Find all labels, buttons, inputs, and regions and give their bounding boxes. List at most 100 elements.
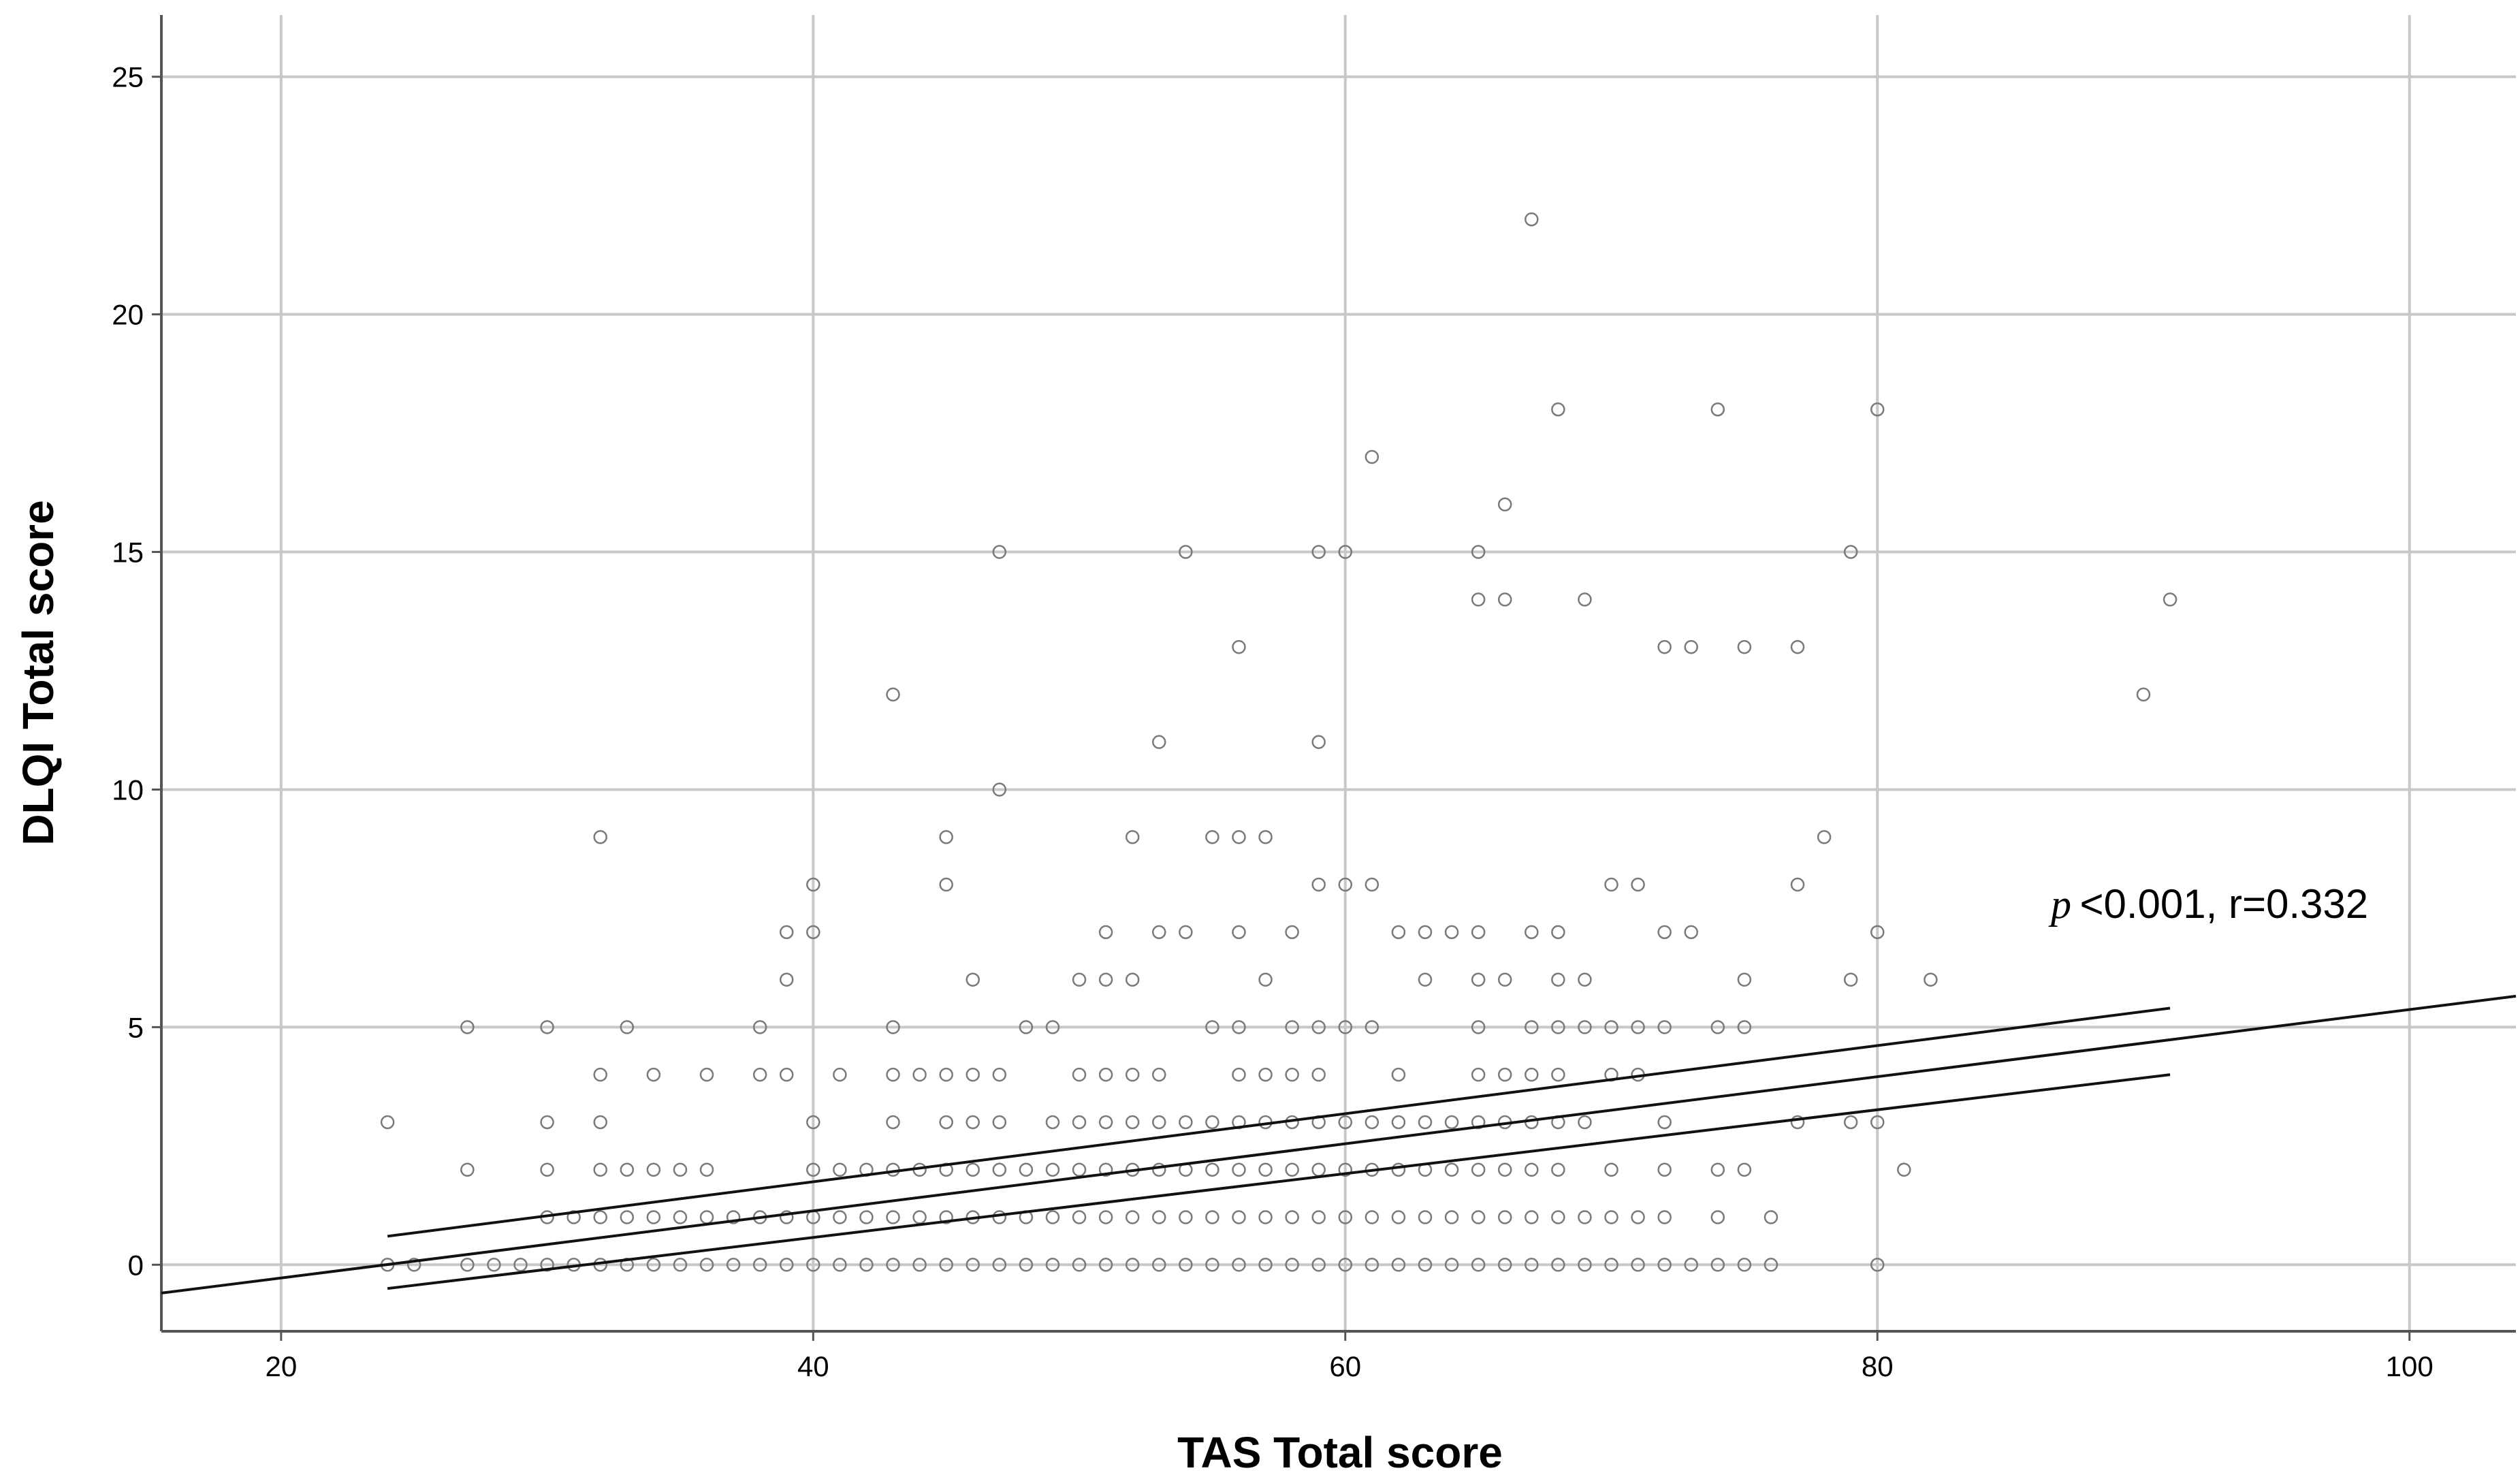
data-point	[1471, 1020, 1486, 1034]
data-point	[1205, 830, 1219, 844]
data-point	[540, 1115, 554, 1130]
data-point	[1471, 592, 1486, 607]
data-point	[1870, 402, 1885, 417]
y-tick-label: 10	[112, 774, 144, 806]
data-point	[1072, 1067, 1087, 1082]
data-point	[1338, 1210, 1353, 1224]
data-point	[1179, 1210, 1193, 1224]
data-point	[1311, 1067, 1326, 1082]
data-point	[699, 1162, 714, 1177]
data-point	[646, 1258, 661, 1272]
data-point	[1657, 925, 1672, 940]
data-point	[1525, 1067, 1539, 1082]
data-point	[1072, 972, 1087, 987]
stat-annotation-text: <0.001, r=0.332	[2079, 881, 2368, 927]
data-point	[1098, 972, 1113, 987]
data-point	[752, 1020, 767, 1034]
data-point	[1418, 1115, 1433, 1130]
data-point	[1232, 639, 1246, 654]
data-point	[1152, 1258, 1166, 1272]
data-point	[646, 1162, 661, 1177]
data-point	[1418, 1258, 1433, 1272]
data-point	[1179, 545, 1193, 559]
data-point	[1764, 1258, 1779, 1272]
data-point	[1578, 1210, 1592, 1224]
fit-line	[161, 994, 2517, 1295]
data-point	[699, 1210, 714, 1224]
data-point	[673, 1162, 688, 1177]
data-point	[1525, 212, 1539, 227]
data-point	[1737, 1020, 1752, 1034]
y-tick-label: 5	[128, 1011, 144, 1043]
data-point	[992, 1258, 1007, 1272]
data-point	[1338, 877, 1353, 892]
data-point	[380, 1115, 395, 1130]
data-point	[1391, 1115, 1406, 1130]
data-point	[1152, 735, 1166, 749]
data-point	[886, 1115, 900, 1130]
data-point	[1205, 1258, 1219, 1272]
data-point	[1152, 1067, 1166, 1082]
data-point	[593, 1067, 607, 1082]
data-point	[1205, 1162, 1219, 1177]
data-point	[1098, 1162, 1113, 1177]
data-point	[1471, 1258, 1486, 1272]
data-point	[912, 1210, 927, 1224]
data-point	[1098, 1210, 1113, 1224]
data-point	[1710, 1258, 1725, 1272]
data-point	[1365, 1210, 1379, 1224]
data-point	[1285, 1067, 1299, 1082]
data-point	[966, 1115, 980, 1130]
data-point	[1285, 1020, 1299, 1034]
data-point	[1232, 1162, 1246, 1177]
data-point	[1843, 545, 1858, 559]
data-point	[1418, 972, 1433, 987]
x-tick-label: 40	[797, 1350, 829, 1382]
data-point	[1232, 830, 1246, 844]
data-point	[2163, 592, 2178, 607]
data-point	[620, 1210, 635, 1224]
data-point	[1497, 1210, 1512, 1224]
data-point	[1045, 1210, 1060, 1224]
data-point	[1870, 1258, 1885, 1272]
x-axis-title: TAS Total score	[1177, 1428, 1503, 1477]
data-point	[1843, 972, 1858, 987]
data-point	[726, 1258, 741, 1272]
data-point	[886, 1020, 900, 1034]
data-point	[1098, 925, 1113, 940]
data-point	[1790, 1115, 1805, 1130]
regression-lines	[161, 994, 2517, 1295]
data-point	[593, 1115, 607, 1130]
data-point	[966, 972, 980, 987]
data-point	[513, 1258, 528, 1272]
data-point	[1497, 592, 1512, 607]
data-point	[966, 1162, 980, 1177]
data-point	[1604, 1162, 1618, 1177]
data-point	[1737, 1162, 1752, 1177]
data-point	[726, 1210, 741, 1224]
data-point	[1525, 1210, 1539, 1224]
data-point	[1525, 925, 1539, 940]
data-point	[1604, 877, 1618, 892]
data-point	[1657, 1162, 1672, 1177]
y-tick-label: 20	[112, 299, 144, 331]
data-point	[1338, 1258, 1353, 1272]
data-point	[1098, 1115, 1113, 1130]
data-point	[1098, 1067, 1113, 1082]
data-point	[1045, 1162, 1060, 1177]
data-point	[833, 1210, 847, 1224]
data-point	[593, 1162, 607, 1177]
data-point	[1418, 925, 1433, 940]
data-point	[1444, 1115, 1459, 1130]
data-point	[939, 1067, 953, 1082]
data-point	[1232, 1020, 1246, 1034]
data-point	[833, 1067, 847, 1082]
data-point	[992, 1210, 1007, 1224]
data-point	[1232, 1258, 1246, 1272]
confidence-lower-line	[387, 1073, 2171, 1290]
data-point	[1604, 1020, 1618, 1034]
data-point	[912, 1258, 927, 1272]
axes	[160, 15, 2516, 1333]
data-point	[1497, 497, 1512, 512]
